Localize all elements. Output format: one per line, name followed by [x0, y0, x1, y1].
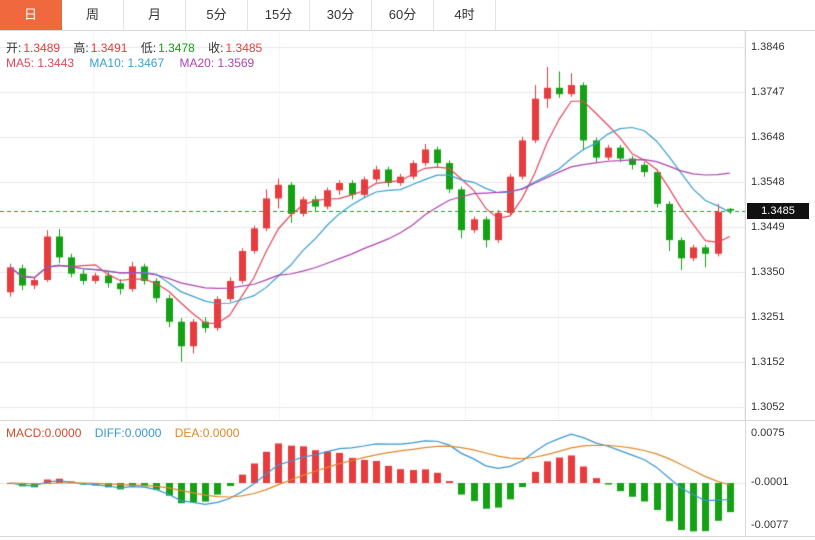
ma10-value: MA10: 1.3467 [89, 56, 165, 70]
macd-axis-label: -0.0077 [751, 519, 789, 531]
macd-info: MACD:0.0000 DIFF:0.0000 DEA:0.0000 [6, 426, 239, 440]
tab-week[interactable]: 周 [62, 0, 124, 30]
tab-5min[interactable]: 5分 [186, 0, 248, 30]
low-value: 1.3478 [158, 41, 195, 55]
timeframe-tabbar: 日 周 月 5分 15分 30分 60分 4时 [0, 0, 815, 31]
high-pair: 高: 1.3491 [73, 41, 128, 55]
macd-canvas[interactable] [0, 422, 745, 536]
tab-4hour[interactable]: 4时 [434, 0, 496, 30]
ma-info: MA5: 1.3443 MA10: 1.3467 MA20: 1.3569 [6, 56, 254, 70]
price-axis-label: 1.3449 [751, 221, 785, 233]
ma20-value: MA20: 1.3569 [179, 56, 255, 70]
price-axis-label: 1.3648 [751, 131, 785, 143]
diff-value: DIFF:0.0000 [94, 426, 162, 440]
macd-axis: 0.0075 -0.0001 -0.0077 [745, 421, 815, 536]
tab-month[interactable]: 月 [124, 0, 186, 30]
ohlc-info: 开: 1.3489 高: 1.3491 低: 1.3478 收: 1.3485 [6, 39, 272, 56]
last-price-tag: 1.3485 [747, 203, 809, 219]
price-axis-label: 1.3350 [751, 266, 785, 278]
open-pair: 开: 1.3489 [6, 41, 61, 55]
dea-value: DEA:0.0000 [174, 426, 240, 440]
ma5-value: MA5: 1.3443 [6, 56, 75, 70]
price-axis-label: 1.3152 [751, 356, 785, 368]
open-value: 1.3489 [23, 41, 61, 55]
tab-day[interactable]: 日 [0, 0, 62, 30]
price-axis: 1.3846 1.3747 1.3648 1.3548 1.3449 1.335… [745, 31, 815, 420]
price-axis-label: 1.3548 [751, 176, 785, 188]
main-chart-area: 开: 1.3489 高: 1.3491 低: 1.3478 收: 1.3485 MA5:… [0, 31, 815, 420]
price-axis-label: 1.3251 [751, 311, 785, 323]
price-axis-label: 1.3747 [751, 86, 785, 98]
high-value: 1.3491 [90, 41, 128, 55]
macd-axis-label: 0.0075 [751, 427, 785, 439]
candlestick-canvas[interactable] [0, 31, 745, 420]
price-axis-label: 1.3052 [751, 401, 785, 413]
close-value: 1.3485 [225, 41, 263, 55]
low-pair: 低: 1.3478 [140, 41, 195, 55]
tab-60min[interactable]: 60分 [372, 0, 434, 30]
close-pair: 收: 1.3485 [208, 41, 263, 55]
macd-value: MACD:0.0000 [6, 426, 82, 440]
price-axis-label: 1.3846 [751, 41, 785, 53]
tab-15min[interactable]: 15分 [248, 0, 310, 30]
macd-axis-label: -0.0001 [751, 476, 789, 488]
tab-30min[interactable]: 30分 [310, 0, 372, 30]
macd-panel: MACD:0.0000 DIFF:0.0000 DEA:0.0000 0.007… [0, 420, 815, 537]
